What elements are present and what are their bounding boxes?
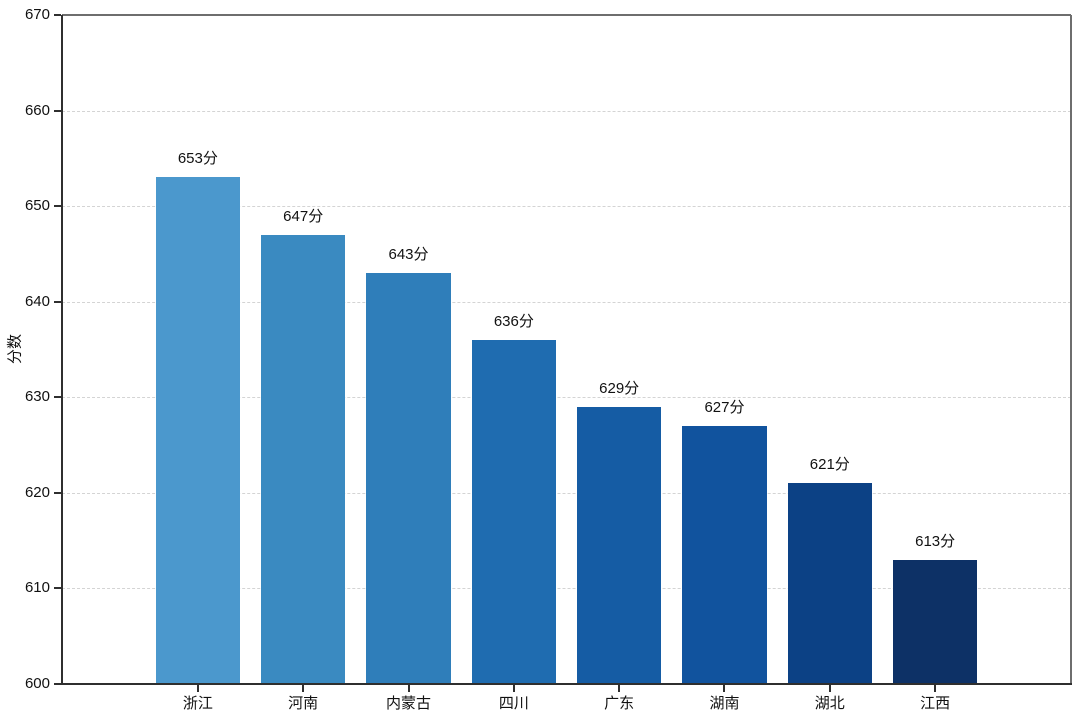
y-tick-label: 610 [24,579,50,597]
gridline-650 [62,206,1071,208]
x-tick-label: 四川 [498,695,529,712]
bar-河南 [261,234,346,684]
gridline-630 [62,397,1071,399]
y-tick-label: 640 [24,292,50,310]
right-spine [1070,15,1072,684]
y-tick-label: 630 [24,388,50,406]
x-tick-label: 浙江 [182,695,213,712]
x-tick-label: 内蒙古 [385,695,431,712]
x-tick-mark [618,685,621,692]
y-tick-label: 660 [24,101,50,119]
bar-广东 [577,406,662,684]
y-tick-mark [54,491,61,494]
y-tick-mark [54,587,61,590]
bar-浙江 [155,177,240,684]
y-tick-label: 620 [24,483,50,501]
left-spine [61,15,63,684]
bar-湖南 [682,425,767,684]
bar-湖北 [787,483,872,684]
x-tick-label: 广东 [604,695,635,712]
bar-value-label: 613分 [915,532,956,550]
y-tick-label: 650 [24,197,50,215]
gridline-660 [62,110,1071,112]
plot-area: 653分 647分 643分 636分 629分 627分 621分 613分 [61,14,1072,685]
x-tick-mark [723,685,726,692]
y-tick-label: 600 [24,675,50,692]
x-tick-label: 湖南 [709,695,740,712]
x-tick-mark [934,685,937,692]
bar-江西 [893,559,978,684]
x-tick-label: 湖北 [814,695,845,712]
y-tick-label: 670 [24,6,50,23]
y-tick-mark [54,300,61,303]
gridline-640 [62,301,1071,303]
y-tick-mark [54,683,61,685]
x-tick-label: 江西 [920,695,951,712]
y-tick-mark [54,109,61,112]
x-tick-label: 河南 [288,695,319,712]
bar-value-label: 629分 [599,379,640,397]
y-tick-mark [54,14,61,16]
x-tick-mark [196,685,199,692]
x-tick-mark [407,685,410,692]
gridline-620 [62,492,1071,494]
bar-value-label: 653分 [177,150,218,168]
bar-四川 [471,339,556,684]
gridline-610 [62,588,1071,590]
y-tick-mark [54,396,61,399]
x-tick-mark [828,685,831,692]
bar-value-label: 627分 [704,398,745,416]
bottom-spine [61,683,1072,685]
bar-value-label: 636分 [493,312,534,330]
bar-value-label: 621分 [809,456,850,474]
bar-内蒙古 [366,273,451,684]
bar-value-label: 643分 [388,246,429,264]
bar-value-label: 647分 [283,207,324,225]
top-spine [62,14,1071,16]
x-tick-mark [512,685,515,692]
y-axis-title: 分数 [6,333,24,365]
x-tick-mark [302,685,305,692]
y-tick-mark [54,205,61,208]
